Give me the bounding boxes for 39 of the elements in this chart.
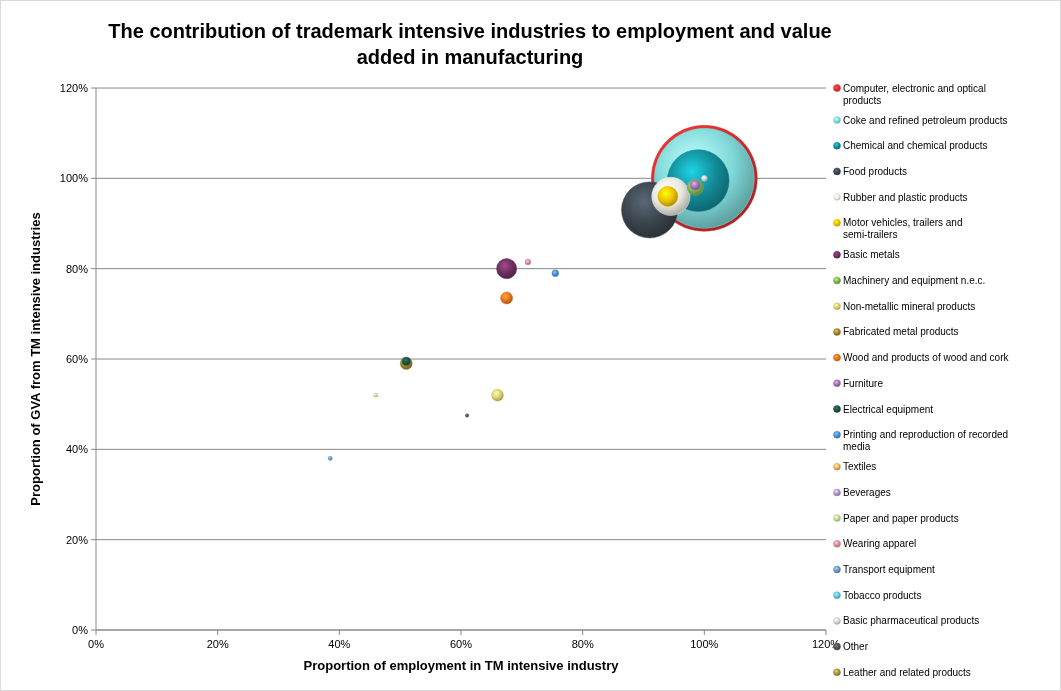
- legend-label: Paper and paper products: [843, 512, 959, 524]
- y-axis-title: Proportion of GVA from TM intensive industries: [28, 212, 43, 506]
- legend-label: Computer, electronic and optical products: [843, 82, 986, 106]
- legend-label: Furniture: [843, 377, 884, 389]
- legend-label: Wood and products of wood and cork: [843, 352, 1010, 364]
- y-tick-label: 120%: [59, 82, 89, 94]
- y-tick-label: 80%: [65, 262, 89, 275]
- legend-label: Electrical equipment: [843, 403, 934, 415]
- x-axis-title: Proportion of employment in TM intensive industry: [303, 658, 620, 673]
- x-tick-label: 40%: [328, 638, 351, 650]
- legend-label: Rubber and plastic products: [843, 191, 968, 203]
- legend-label: Wearing apparel: [843, 538, 917, 550]
- legend-label: Printing and reproduction of recorded media: [843, 429, 1009, 453]
- y-tick-label: 60%: [65, 353, 89, 365]
- legend-label: Motor vehicles, trailers and semi-trailers: [843, 217, 963, 241]
- legend-label: Transport equipment: [843, 564, 936, 575]
- y-tick-label: 0%: [72, 624, 89, 636]
- x-tick-label: 20%: [206, 638, 229, 650]
- chart-title: The contribution of trademark intensive industries to employment and value added in manufacturing: [108, 20, 832, 68]
- x-tick-label: 80%: [571, 638, 594, 650]
- y-tick-label: 20%: [65, 533, 89, 546]
- legend-label: Leather and related products: [843, 666, 971, 678]
- legend-label: Chemical and chemical products: [843, 140, 988, 152]
- legend-label: Basic metals: [843, 249, 900, 261]
- y-tick-label: 40%: [65, 443, 89, 456]
- y-tick-label: 100%: [59, 172, 89, 185]
- legend-label: Food products: [843, 165, 907, 177]
- x-tick-label: 60%: [449, 638, 473, 650]
- legend-label: Non-metallic mineral products: [843, 300, 976, 312]
- legend-label: Tobacco products: [843, 589, 922, 601]
- legend-label: Fabricated metal products: [843, 326, 959, 338]
- legend-label: Other: [843, 641, 869, 653]
- legend-label: Beverages: [843, 486, 891, 498]
- legend-label: Basic pharmaceutical products: [843, 615, 980, 627]
- x-tick-label: 100%: [690, 638, 719, 650]
- legend-label: Machinery and equipment n.e.c.: [843, 275, 986, 286]
- legend-label: Coke and refined petroleum products: [843, 114, 1008, 126]
- legend-label: Textiles: [843, 461, 877, 473]
- x-tick-label: 0%: [88, 638, 105, 650]
